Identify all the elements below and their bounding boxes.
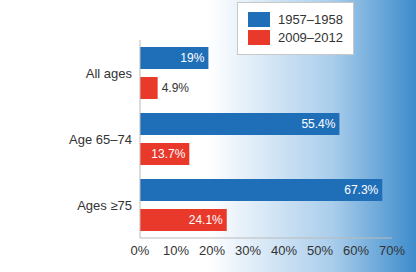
svg-text:40%: 40% xyxy=(271,243,297,258)
svg-text:Age 65–74: Age 65–74 xyxy=(69,132,132,147)
svg-text:60%: 60% xyxy=(343,243,369,258)
svg-text:70%: 70% xyxy=(379,243,405,258)
svg-text:4.9%: 4.9% xyxy=(162,81,190,95)
svg-text:20%: 20% xyxy=(199,243,225,258)
svg-text:19%: 19% xyxy=(180,51,204,65)
html-text:2009–2012: 2009–2012 xyxy=(277,30,343,45)
svg-text:55.4%: 55.4% xyxy=(301,117,335,131)
svg-text:24.1%: 24.1% xyxy=(189,213,223,227)
svg-text:67.3%: 67.3% xyxy=(344,183,378,197)
svg-text:0%: 0% xyxy=(131,243,150,258)
html-text:1957–1958: 1957–1958 xyxy=(277,12,343,27)
svg-text:All ages: All ages xyxy=(86,66,133,81)
svg-text:Ages ≥75: Ages ≥75 xyxy=(77,198,132,213)
svg-text:30%: 30% xyxy=(235,243,261,258)
svg-text:10%: 10% xyxy=(163,243,189,258)
svg-text:50%: 50% xyxy=(307,243,333,258)
svg-text:13.7%: 13.7% xyxy=(151,147,185,161)
